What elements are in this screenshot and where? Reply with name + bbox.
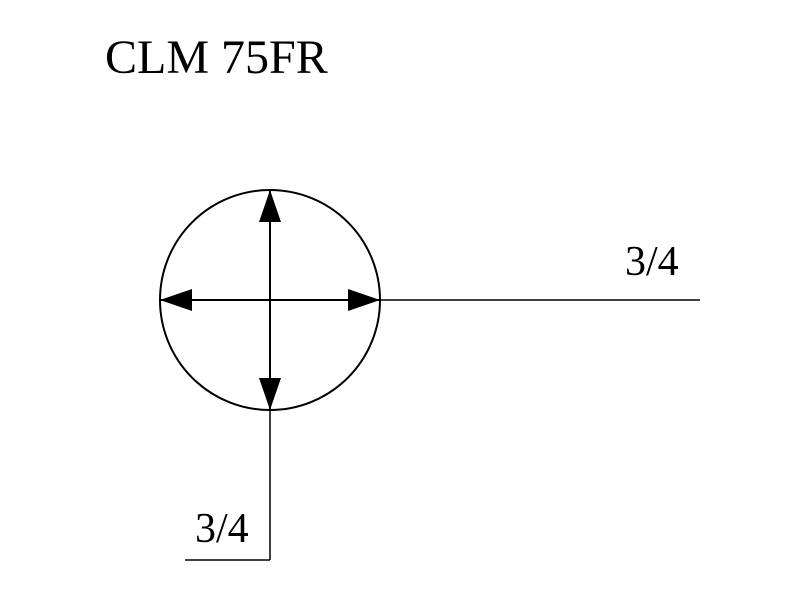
arrow-down-icon bbox=[259, 378, 281, 410]
dimension-label-bottom: 3/4 bbox=[195, 505, 249, 553]
dimension-label-right: 3/4 bbox=[625, 238, 679, 286]
diagram-svg bbox=[0, 0, 800, 600]
arrow-right-icon bbox=[348, 289, 380, 311]
arrow-up-icon bbox=[259, 190, 281, 222]
arrow-left-icon bbox=[160, 289, 192, 311]
